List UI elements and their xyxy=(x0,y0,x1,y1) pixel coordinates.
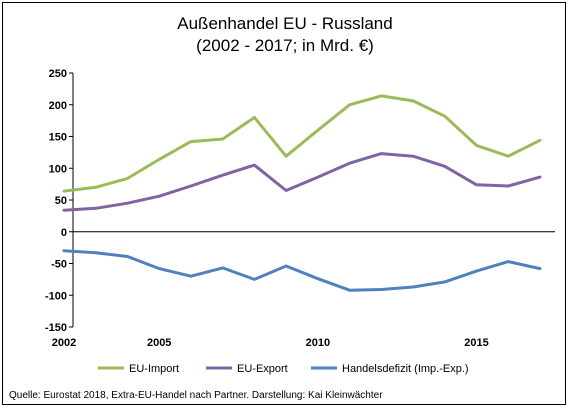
y-tick-label: 50 xyxy=(55,195,67,207)
series-line-eu-export xyxy=(62,152,542,212)
chart-subtitle: (2002 - 2017; in Mrd. €) xyxy=(196,36,374,55)
y-tick-label: 200 xyxy=(49,100,67,112)
y-tick-label: 0 xyxy=(61,227,67,239)
x-tick-label: 2002 xyxy=(52,337,76,349)
series-line-eu-import xyxy=(62,94,542,193)
x-tick-label: 2005 xyxy=(147,337,171,349)
chart-title: Außenhandel EU - Russland xyxy=(177,14,392,33)
x-axis-labels: 2002 2005 2010 2015 xyxy=(52,337,489,349)
chart-source: Quelle: Eurostat 2018, Extra-EU-Handel n… xyxy=(9,390,383,401)
y-tick-label: 250 xyxy=(49,68,67,80)
x-tick-label: 2010 xyxy=(306,337,330,349)
y-tick-label: -150 xyxy=(45,322,67,334)
legend-label-handelsdefizit: Handelsdefizit (Imp.-Exp.) xyxy=(342,363,469,375)
y-tick-label: 150 xyxy=(49,132,67,144)
legend: EU-Import EU-Export Handelsdefizit (Imp.… xyxy=(98,363,469,375)
legend-label-eu-export: EU-Export xyxy=(237,363,288,375)
x-tick-label: 2015 xyxy=(464,337,488,349)
series-line-handelsdefizit xyxy=(62,249,542,292)
y-tick-label: 100 xyxy=(49,163,67,175)
series-lines xyxy=(62,94,542,292)
legend-label-eu-import: EU-Import xyxy=(129,363,179,375)
axes xyxy=(69,72,555,328)
y-axis-labels: 250 200 150 100 50 0 -50 -100 -150 xyxy=(45,68,67,334)
y-tick-label: -100 xyxy=(45,290,67,302)
chart-frame xyxy=(2,2,566,405)
y-tick-label: -50 xyxy=(51,259,67,271)
